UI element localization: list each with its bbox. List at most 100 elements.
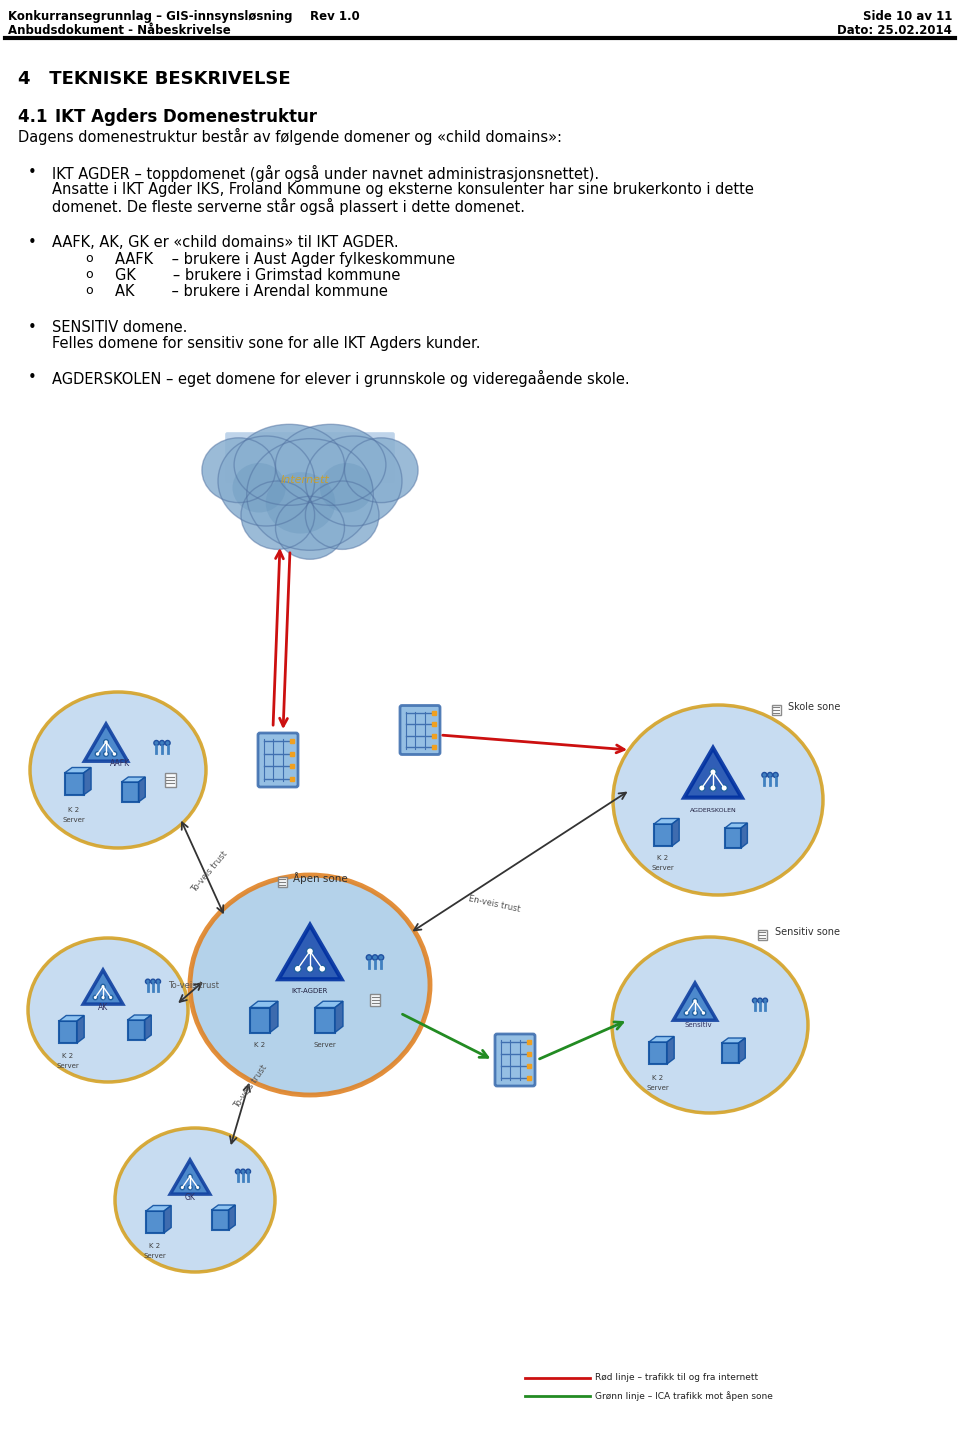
Circle shape — [762, 772, 767, 778]
Polygon shape — [278, 924, 342, 980]
Text: Grønn linje – ICA trafikk mot åpen sone: Grønn linje – ICA trafikk mot åpen sone — [595, 1391, 773, 1401]
Text: o: o — [85, 252, 92, 265]
FancyBboxPatch shape — [250, 1007, 270, 1033]
Text: Internett: Internett — [280, 475, 329, 485]
Text: •: • — [28, 235, 36, 251]
Text: Åpen sone: Åpen sone — [293, 872, 348, 884]
Circle shape — [295, 965, 301, 972]
Polygon shape — [138, 777, 145, 801]
Circle shape — [757, 998, 762, 1003]
FancyBboxPatch shape — [725, 827, 741, 848]
Circle shape — [306, 965, 314, 972]
Circle shape — [165, 740, 170, 746]
Text: Anbudsdokument - Nåbeskrivelse: Anbudsdokument - Nåbeskrivelse — [8, 25, 230, 38]
Text: Server: Server — [647, 1085, 669, 1091]
Ellipse shape — [30, 693, 206, 848]
Polygon shape — [145, 1014, 152, 1040]
Text: GK: GK — [184, 1193, 196, 1203]
Text: o: o — [85, 268, 92, 281]
Circle shape — [709, 769, 716, 775]
Text: Felles domene for sensitiv sone for alle IKT Agders kunder.: Felles domene for sensitiv sone for alle… — [52, 336, 481, 351]
Text: K 2: K 2 — [62, 1053, 74, 1059]
Polygon shape — [211, 1206, 235, 1210]
Circle shape — [146, 980, 150, 984]
Polygon shape — [64, 768, 91, 772]
Text: Server: Server — [652, 865, 674, 871]
Text: Server: Server — [314, 1042, 336, 1048]
Ellipse shape — [247, 439, 373, 551]
Polygon shape — [59, 1016, 84, 1022]
Polygon shape — [684, 748, 742, 797]
Circle shape — [159, 740, 164, 746]
Circle shape — [101, 995, 106, 1000]
FancyBboxPatch shape — [211, 1210, 228, 1230]
Circle shape — [763, 998, 768, 1003]
Ellipse shape — [234, 425, 345, 506]
Ellipse shape — [218, 436, 315, 526]
Circle shape — [101, 984, 106, 988]
Ellipse shape — [28, 938, 188, 1082]
Circle shape — [154, 740, 159, 746]
Circle shape — [93, 995, 98, 1000]
Ellipse shape — [305, 481, 379, 549]
Text: K 2: K 2 — [653, 1075, 663, 1081]
Circle shape — [156, 980, 160, 984]
Polygon shape — [84, 969, 123, 1004]
Polygon shape — [146, 1206, 171, 1211]
Text: En-veis trust: En-veis trust — [468, 894, 521, 914]
Circle shape — [701, 1010, 706, 1016]
Text: Side 10 av 11: Side 10 av 11 — [863, 10, 952, 23]
Circle shape — [235, 1169, 240, 1174]
Text: domenet. De fleste serverne står også plassert i dette domenet.: domenet. De fleste serverne står også pl… — [52, 199, 525, 214]
Text: K 2: K 2 — [658, 855, 668, 861]
Text: AAFK, AK, GK er «child domains» til IKT AGDER.: AAFK, AK, GK er «child domains» til IKT … — [52, 235, 398, 251]
Ellipse shape — [305, 436, 402, 526]
Ellipse shape — [613, 706, 823, 895]
Polygon shape — [725, 823, 748, 827]
Polygon shape — [164, 1206, 171, 1233]
Circle shape — [246, 1169, 251, 1174]
FancyBboxPatch shape — [164, 774, 176, 787]
Text: •: • — [28, 320, 36, 335]
Polygon shape — [672, 819, 680, 846]
Text: Sensitiv: Sensitiv — [684, 1022, 711, 1027]
Text: AK        – brukere i Arendal kommune: AK – brukere i Arendal kommune — [115, 284, 388, 298]
FancyBboxPatch shape — [64, 772, 84, 796]
Text: GK        – brukere i Grimstad kommune: GK – brukere i Grimstad kommune — [115, 268, 400, 283]
Circle shape — [753, 998, 757, 1003]
Text: AAFK    – brukere i Aust Agder fylkeskommune: AAFK – brukere i Aust Agder fylkeskommun… — [115, 252, 455, 267]
Circle shape — [241, 1169, 246, 1174]
Ellipse shape — [115, 1127, 275, 1272]
FancyBboxPatch shape — [654, 824, 672, 846]
Text: IKT AGDER – toppdomenet (går også under navnet administrasjonsnettet).: IKT AGDER – toppdomenet (går også under … — [52, 165, 599, 183]
Circle shape — [188, 1174, 192, 1178]
Circle shape — [692, 998, 697, 1003]
Text: To-veis trust: To-veis trust — [190, 849, 229, 894]
Text: Server: Server — [57, 1064, 80, 1069]
Ellipse shape — [612, 938, 808, 1113]
Circle shape — [180, 1185, 184, 1190]
Circle shape — [773, 772, 779, 778]
Circle shape — [112, 752, 117, 756]
Text: AK: AK — [98, 1003, 108, 1011]
FancyBboxPatch shape — [649, 1042, 667, 1064]
Text: Dato: 25.02.2014: Dato: 25.02.2014 — [837, 25, 952, 38]
Circle shape — [108, 995, 113, 1000]
Text: Konkurransegrunnlag – GIS-innsynsløsning: Konkurransegrunnlag – GIS-innsynsløsning — [8, 10, 293, 23]
Polygon shape — [335, 1001, 343, 1033]
Circle shape — [104, 752, 108, 756]
Ellipse shape — [241, 481, 315, 549]
Text: AGDERSKOLEN: AGDERSKOLEN — [689, 809, 736, 813]
Circle shape — [709, 785, 716, 791]
Circle shape — [767, 772, 773, 778]
Circle shape — [692, 1010, 697, 1016]
Circle shape — [367, 955, 372, 961]
Ellipse shape — [202, 438, 276, 503]
Ellipse shape — [266, 472, 335, 533]
FancyBboxPatch shape — [400, 706, 440, 755]
Text: Server: Server — [144, 1253, 166, 1259]
Text: •: • — [28, 369, 36, 385]
FancyBboxPatch shape — [277, 877, 286, 887]
Text: Sensitiv sone: Sensitiv sone — [775, 927, 840, 938]
Circle shape — [95, 752, 100, 756]
